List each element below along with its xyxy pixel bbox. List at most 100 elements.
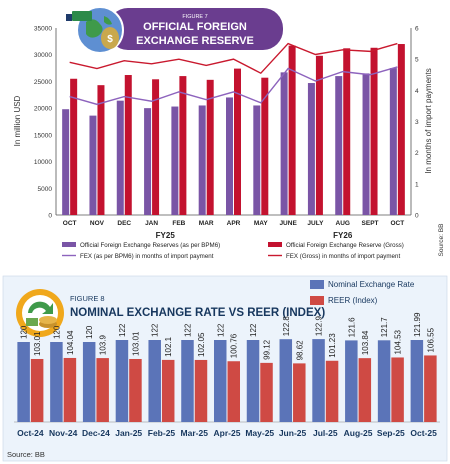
month-label: FEB: [172, 220, 185, 227]
month-label: MAY: [254, 220, 269, 227]
figure-7-label: FIGURE 7: [182, 14, 207, 20]
nominal-rate-bar: [279, 339, 293, 422]
nominal-rate-bar: [214, 340, 227, 422]
figure-7-lines: [69, 42, 398, 106]
month-label: May-25: [245, 428, 274, 438]
left-axis-title: In million USD: [13, 95, 22, 146]
reserve-gross-bar: [97, 85, 105, 215]
nominal-rate-bar: [410, 340, 424, 422]
legend-label: Official Foreign Exchange Reserves (as p…: [80, 242, 220, 249]
reserve-bpm6-bar: [89, 115, 97, 215]
fex-gross-months-line: [69, 42, 398, 75]
reserve-gross-bar: [288, 45, 296, 216]
nominal-rate-value: 120: [52, 325, 61, 339]
reer-bar: [96, 358, 109, 422]
reer-bar: [227, 361, 240, 422]
nominal-rate-value: 120: [85, 325, 94, 339]
legend-swatch: [310, 296, 324, 305]
reserve-gross-bar: [397, 44, 405, 216]
nominal-rate-value: 121.7: [380, 317, 389, 338]
right-tick-label: 0: [415, 213, 419, 220]
reer-bar: [358, 358, 372, 422]
reserve-gross-bar: [124, 75, 132, 215]
reer-value: 103.84: [361, 330, 370, 355]
month-label: AUG: [336, 220, 350, 227]
reer-bar: [129, 358, 142, 422]
figure-8-value-labels: 120 120 120 122 122 122 122 122 122.8 122.9 121.6 1…: [20, 312, 436, 360]
right-tick-labels: 0 1 2 3 4 5 6: [415, 26, 419, 220]
reserve-bpm6-bar: [198, 105, 206, 215]
month-label: DEC: [117, 220, 131, 227]
reer-bar: [325, 360, 339, 422]
reserve-bpm6-bar: [253, 105, 261, 215]
nominal-rate-value: 121.6: [347, 317, 356, 338]
reer-bar: [293, 363, 306, 422]
reserve-bpm6-bar: [144, 108, 152, 215]
nominal-rate-bar: [82, 342, 96, 422]
fex-bpm6-months-line: [69, 66, 398, 106]
figure-7-panel: $ FIGURE 7 OFFICIAL FOREIGN EXCHANGE RES…: [2, 2, 448, 264]
month-label: JUNE: [279, 220, 297, 227]
reserve-bpm6-bar: [307, 83, 315, 215]
reserve-gross-bar: [234, 68, 241, 215]
month-label: Jun-25: [279, 428, 307, 438]
reserve-gross-bar: [70, 78, 78, 215]
month-label: JAN: [145, 220, 158, 227]
month-label: MAR: [199, 220, 214, 227]
nominal-rate-bar: [246, 340, 260, 422]
month-label: SEPT: [362, 220, 379, 227]
figure-8-legend: Nominal Exchange Rate REER (Index): [310, 280, 415, 305]
left-tick-label: 15000: [34, 132, 52, 139]
left-tick-label: 20000: [34, 106, 52, 113]
month-label: Oct-24: [17, 428, 44, 438]
reserve-bpm6-bar: [62, 109, 70, 215]
figure-7-badge: $ FIGURE 7 OFFICIAL FOREIGN EXCHANGE RES…: [66, 6, 283, 54]
nominal-rate-value: 122: [216, 323, 225, 337]
right-tick-label: 4: [415, 88, 419, 95]
month-label: Jul-25: [313, 428, 338, 438]
legend-swatch: [310, 280, 324, 289]
nominal-rate-bar: [345, 340, 358, 422]
month-label: Jan-25: [115, 428, 142, 438]
nominal-rate-value: 122: [151, 323, 160, 337]
figure-8-panel: FIGURE 8 NOMINAL EXCHANGE RATE VS REER (…: [2, 275, 448, 462]
month-label: JULY: [307, 220, 324, 227]
svg-text:$: $: [107, 34, 113, 45]
title-banner: [108, 8, 283, 50]
left-tick-label: 0: [48, 213, 52, 220]
fiscal-year-labels: FY25 FY26: [156, 231, 353, 240]
reer-bar: [63, 357, 77, 422]
nominal-rate-bar: [377, 340, 391, 422]
legend-label: Official Foreign Exchange Reserve (Gross…: [286, 242, 404, 249]
reer-value: 106.55: [426, 327, 435, 352]
month-label: OCT: [63, 220, 77, 227]
right-tick-label: 5: [415, 57, 419, 64]
month-label: OCT: [390, 220, 404, 227]
fiscal-year-label: FY25: [156, 231, 176, 240]
reserve-bpm6-bar: [116, 100, 124, 215]
reserve-bpm6-bar: [226, 97, 233, 215]
left-tick-labels: 0 5000 10000 15000 20000 25000 30000 35000: [34, 26, 52, 220]
nominal-rate-bar: [312, 339, 325, 422]
left-tick-label: 10000: [34, 159, 52, 166]
reer-bar: [391, 357, 404, 422]
right-tick-label: 6: [415, 26, 419, 33]
banknote-icon: [72, 11, 92, 21]
figure-8-bars: [17, 339, 437, 422]
month-label: Feb-25: [148, 428, 176, 438]
month-label: Nov-24: [49, 428, 78, 438]
legend-swatch: [268, 242, 282, 247]
reer-bar: [30, 358, 44, 422]
legend-label: FEX (as per BPM6) in months of import pa…: [80, 253, 214, 260]
reserve-bpm6-bar: [389, 68, 397, 215]
nominal-rate-value: 122.9: [315, 316, 324, 337]
reer-value: 98.62: [295, 340, 304, 361]
reserve-gross-bar: [261, 77, 269, 215]
reserve-gross-bar: [179, 76, 187, 215]
reer-value: 102.1: [164, 336, 173, 357]
figure-7-title-line-2: EXCHANGE RESERVE: [136, 35, 254, 47]
reserve-bpm6-bar: [280, 72, 288, 216]
figure-8-month-labels: Oct-24 Nov-24 Dec-24 Jan-25 Feb-25 Mar-25 Apr-…: [17, 428, 437, 438]
nominal-rate-value: 122: [183, 323, 192, 337]
